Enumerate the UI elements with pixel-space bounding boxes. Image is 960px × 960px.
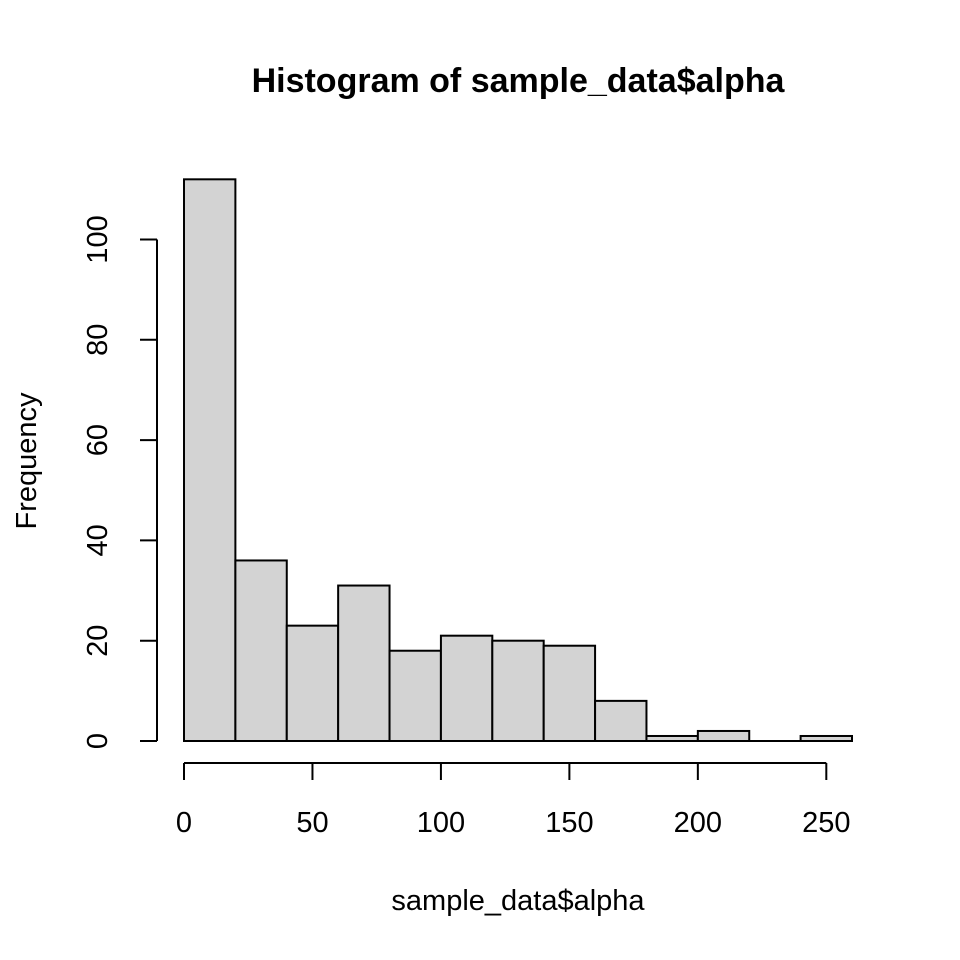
x-tick-label: 150 bbox=[545, 807, 593, 839]
histogram-bar bbox=[491, 639, 545, 743]
y-tick-label: 20 bbox=[82, 625, 114, 657]
histogram-bar bbox=[183, 178, 237, 742]
chart-title: Histogram of sample_data$alpha bbox=[252, 62, 786, 100]
y-axis-label: Frequency bbox=[11, 392, 43, 530]
histogram-bar bbox=[542, 644, 597, 743]
y-tick-label: 100 bbox=[82, 215, 114, 263]
x-axis: 0 50 100 150 200 250 bbox=[176, 762, 851, 839]
y-tick-label: 80 bbox=[82, 324, 114, 356]
histogram-bars bbox=[183, 178, 853, 743]
y-axis: 0 20 40 60 80 100 bbox=[82, 215, 158, 749]
histogram-bar bbox=[234, 559, 288, 743]
x-tick-label: 250 bbox=[802, 807, 850, 839]
y-tick-label: 0 bbox=[82, 733, 114, 749]
x-tick-label: 100 bbox=[417, 807, 465, 839]
x-tick-label: 0 bbox=[176, 807, 192, 839]
histogram-bar bbox=[799, 734, 853, 742]
histogram-bar bbox=[696, 729, 751, 742]
histogram-bar bbox=[645, 734, 699, 742]
histogram-bar bbox=[594, 699, 648, 743]
histogram-bar bbox=[439, 634, 494, 742]
x-tick-label: 50 bbox=[296, 807, 328, 839]
y-tick-label: 40 bbox=[82, 524, 114, 556]
histogram-bar bbox=[388, 649, 442, 742]
x-tick-label: 200 bbox=[674, 807, 722, 839]
histogram-bar bbox=[285, 624, 340, 743]
histogram-bar bbox=[337, 584, 391, 742]
y-tick-label: 60 bbox=[82, 424, 114, 456]
x-axis-label: sample_data$alpha bbox=[391, 885, 645, 917]
